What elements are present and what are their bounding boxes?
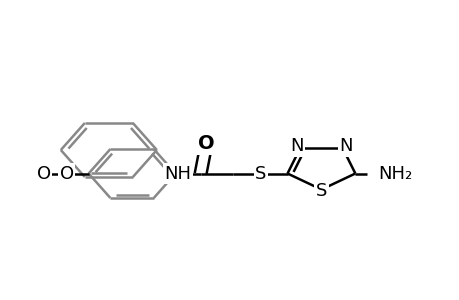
Text: O: O bbox=[60, 164, 73, 182]
Text: O: O bbox=[197, 134, 214, 153]
Text: O: O bbox=[37, 164, 51, 182]
Text: S: S bbox=[255, 164, 266, 182]
Text: NH: NH bbox=[164, 164, 191, 182]
Text: N: N bbox=[339, 137, 352, 155]
Text: NH₂: NH₂ bbox=[377, 164, 412, 182]
Text: S: S bbox=[315, 182, 326, 200]
Text: N: N bbox=[290, 137, 303, 155]
